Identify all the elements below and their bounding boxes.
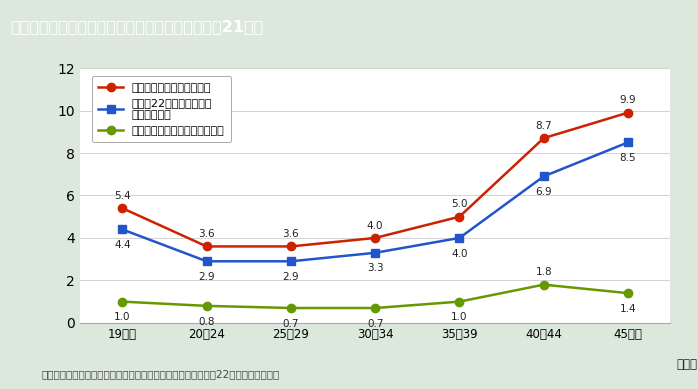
Text: 4.4: 4.4 (114, 240, 131, 250)
Text: 0.7: 0.7 (367, 319, 383, 329)
Text: 5.4: 5.4 (114, 191, 131, 201)
Text: 3.6: 3.6 (198, 229, 215, 239)
Text: 9.9: 9.9 (620, 95, 637, 105)
Text: 1.0: 1.0 (114, 312, 131, 322)
Text: 4.0: 4.0 (451, 249, 468, 259)
Text: 2.9: 2.9 (283, 272, 299, 282)
Text: （備考）（財）母子衛生研究会「母子保健の主な統計」（平成22年度）より作成。: （備考）（財）母子衛生研究会「母子保健の主な統計」（平成22年度）より作成。 (42, 369, 280, 379)
Text: 2.9: 2.9 (198, 272, 215, 282)
Text: （歳）: （歳） (677, 358, 698, 371)
Text: 8.7: 8.7 (535, 121, 552, 131)
Text: 3.6: 3.6 (283, 229, 299, 239)
Text: 1.4: 1.4 (620, 304, 637, 314)
Text: 0.8: 0.8 (198, 317, 215, 326)
Text: 4.0: 4.0 (367, 221, 383, 231)
Text: 3.3: 3.3 (367, 263, 383, 273)
Text: 6.9: 6.9 (535, 187, 552, 197)
Text: 5.0: 5.0 (451, 199, 468, 209)
Text: 0.7: 0.7 (283, 319, 299, 329)
Text: 1.8: 1.8 (535, 267, 552, 277)
Text: 第１－７－２図　母の年齢別周産期死亡率（平成21年）: 第１－７－２図 母の年齢別周産期死亡率（平成21年） (10, 19, 264, 34)
Legend: 周産期死亡率（出産千対）, 妊娠満22週以後の死産率
（出産千対）, 早期新生児死亡率（出生千対）: 周産期死亡率（出産千対）, 妊娠満22週以後の死産率 （出産千対）, 早期新生児… (91, 76, 231, 142)
Text: 8.5: 8.5 (620, 153, 637, 163)
Text: 1.0: 1.0 (451, 312, 468, 322)
